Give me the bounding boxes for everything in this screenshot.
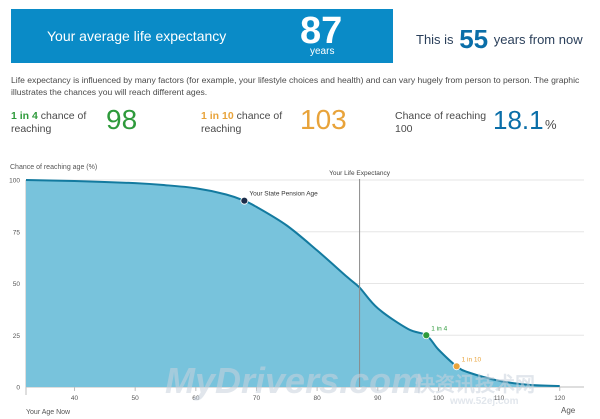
stat-reach-100-unit: % <box>545 117 557 132</box>
y-tick-label: 100 <box>9 178 20 185</box>
marker-point <box>422 331 431 340</box>
intro-text: Life expectancy is influenced by many fa… <box>11 75 580 97</box>
x-tick-label: 120 <box>554 395 565 402</box>
stat-one-in-four: 1 in 4 chance of reaching <box>11 110 106 136</box>
y-tick-label: 25 <box>13 333 21 340</box>
stat-reach-100-text: Chance of reaching 100 <box>395 110 487 135</box>
life-expectancy-label: Your average life expectancy <box>47 28 227 44</box>
life-expectancy-marker: Your Life Expectancy <box>329 170 391 387</box>
stat-one-in-four-strong: 1 in 4 <box>11 110 38 122</box>
stat-one-in-four-value: 98 <box>106 104 138 135</box>
x-tick-label: 50 <box>132 395 140 402</box>
x-axis-label: Age <box>561 406 576 415</box>
x-tick-label: 110 <box>494 395 505 402</box>
y-tick-label: 0 <box>16 385 20 392</box>
watermark-url: www.52ej.com <box>450 396 519 407</box>
years-from-now: This is 55 years from now <box>416 20 583 54</box>
y-tick-label: 50 <box>13 281 21 288</box>
life-expectancy-banner: Your average life expectancy 87 years <box>11 9 393 63</box>
x-tick-label: 40 <box>71 395 79 402</box>
x-tick-label: 70 <box>253 395 261 402</box>
start-age-label: Your Age Now <box>26 409 71 416</box>
y-axis-label: Chance of reaching age (%) <box>10 164 97 171</box>
marker-point <box>240 196 249 205</box>
life-expectancy-line-label: Your Life Expectancy <box>329 170 391 177</box>
x-tick-label: 90 <box>374 395 382 402</box>
life-expectancy-value: 87 <box>300 10 343 52</box>
marker-point <box>452 362 461 371</box>
marker-label: Your State Pension Age <box>249 191 318 198</box>
years-from-now-suffix: years from now <box>493 32 583 47</box>
survival-line <box>25 179 560 387</box>
chart-markers: Your State Pension Age 1 in 4 1 in 10 <box>240 191 482 371</box>
survival-chart: Chance of reaching age (%) Your Life Exp… <box>9 164 584 416</box>
marker-label: 1 in 4 <box>431 325 447 332</box>
stat-one-in-ten: 1 in 10 chance of reaching <box>201 110 296 136</box>
stat-reach-100: Chance of reaching 100 <box>395 110 490 136</box>
years-from-now-prefix: This is <box>416 32 454 47</box>
years-from-now-value: 55 <box>459 24 489 54</box>
life-expectancy-unit: years <box>310 46 335 57</box>
survival-area <box>26 180 560 387</box>
x-tick-label: 60 <box>192 395 200 402</box>
watermark-mydrivers: MyDrivers.com <box>165 360 424 401</box>
x-tick-label: 100 <box>433 395 444 402</box>
stat-one-in-ten-value: 103 <box>300 104 347 135</box>
marker-label: 1 in 10 <box>462 356 482 363</box>
y-tick-label: 75 <box>13 229 21 236</box>
watermark-cn: 快资讯技术网 <box>415 374 535 396</box>
axis-ticks: 0 25 50 75 100 40 50 60 70 80 90 100 110 120 <box>9 178 565 403</box>
stat-reach-100-value: 18.1 <box>493 105 544 135</box>
stat-one-in-ten-text: chance of reaching <box>201 110 283 135</box>
stat-one-in-ten-strong: 1 in 10 <box>201 110 234 122</box>
stat-one-in-four-text: chance of reaching <box>11 110 87 135</box>
x-tick-label: 80 <box>314 395 322 402</box>
